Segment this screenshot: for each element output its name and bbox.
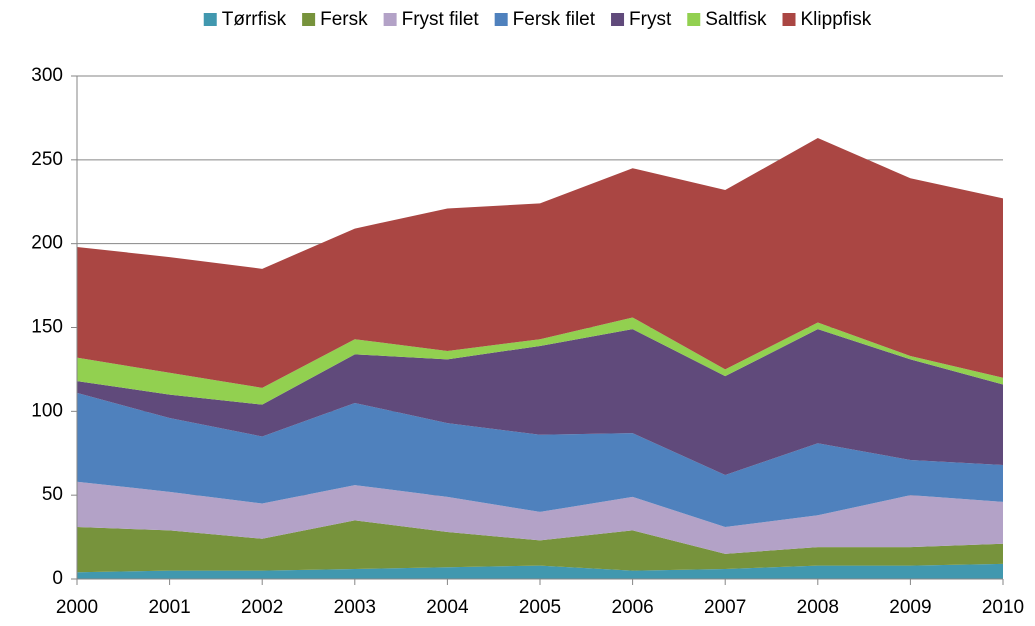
legend-label: Klippfisk [801, 9, 872, 30]
legend-swatch [383, 13, 397, 26]
y-tick-label: 50 [42, 484, 63, 505]
legend-label: Fryst [629, 9, 672, 30]
legend-swatch [203, 13, 217, 26]
legend-swatch [302, 13, 316, 26]
x-tick-label: 2008 [797, 597, 839, 618]
y-tick-label: 250 [31, 149, 63, 170]
x-tick-label: 2005 [519, 597, 561, 618]
x-tick-label: 2004 [426, 597, 469, 618]
area [77, 481, 1003, 554]
x-tick-label: 2002 [241, 597, 283, 618]
legend-label: Fersk [320, 9, 368, 30]
area [77, 520, 1003, 573]
y-tick-label: 100 [31, 400, 63, 421]
x-tick-label: 2010 [982, 597, 1024, 618]
x-tick-label: 2009 [889, 597, 931, 618]
legend-label: Tørrfisk [222, 9, 287, 30]
legend-swatch [782, 13, 796, 26]
x-tick-label: 2000 [56, 597, 98, 618]
legend-swatch [494, 13, 508, 26]
area [77, 138, 1003, 388]
area [77, 392, 1003, 528]
legend-label: Fryst filet [402, 9, 480, 30]
x-tick-label: 2003 [334, 597, 376, 618]
x-tick-label: 2007 [704, 597, 746, 618]
legend-label: Fersk filet [513, 9, 596, 30]
areas [77, 138, 1003, 579]
y-tick-label: 0 [52, 568, 63, 589]
y-tick-label: 150 [31, 317, 63, 338]
legend-swatch [611, 13, 625, 26]
area [77, 563, 1003, 579]
legend-swatch [687, 13, 701, 26]
legend-label: Saltfisk [705, 9, 767, 30]
y-tick-label: 200 [31, 233, 63, 254]
legend: Tørrfisk Fersk Fryst filet Fersk filet Fryst… [203, 9, 872, 30]
area [77, 329, 1003, 476]
y-tick-label: 300 [31, 65, 63, 86]
x-tick-label: 2001 [148, 597, 190, 618]
x-tick-label: 2006 [611, 597, 653, 618]
